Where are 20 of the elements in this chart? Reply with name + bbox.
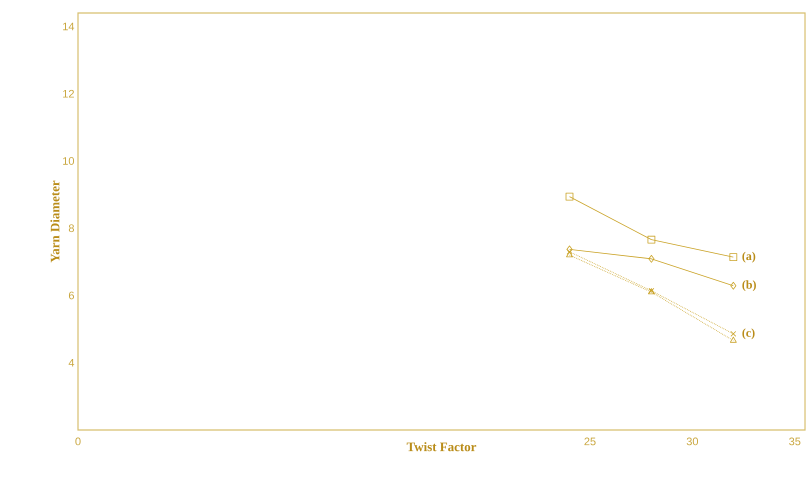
y-axis-title: Yarn Diameter <box>50 180 60 262</box>
y-tick-label: 12 <box>63 90 74 98</box>
y-tick-label: 8 <box>68 224 74 232</box>
series-label: (b) <box>742 280 756 292</box>
y-tick-label: 14 <box>63 22 74 30</box>
y-tick-label: 6 <box>68 292 74 300</box>
x-tick-label: 0 <box>75 438 81 446</box>
y-tick-label: 4 <box>68 358 74 367</box>
point <box>566 192 574 200</box>
x-tick-label: 30 <box>686 438 698 446</box>
y-tick-label: 10 <box>63 157 74 165</box>
x-axis-title: Twist Factor <box>406 442 476 452</box>
series-label: (c) <box>742 328 755 340</box>
point <box>730 282 736 290</box>
x-tick-label: 35 <box>789 438 800 446</box>
series-label: (a) <box>742 252 756 263</box>
point <box>648 254 654 263</box>
point <box>729 253 738 262</box>
point <box>648 236 656 244</box>
x-tick-label: 25 <box>584 438 596 446</box>
